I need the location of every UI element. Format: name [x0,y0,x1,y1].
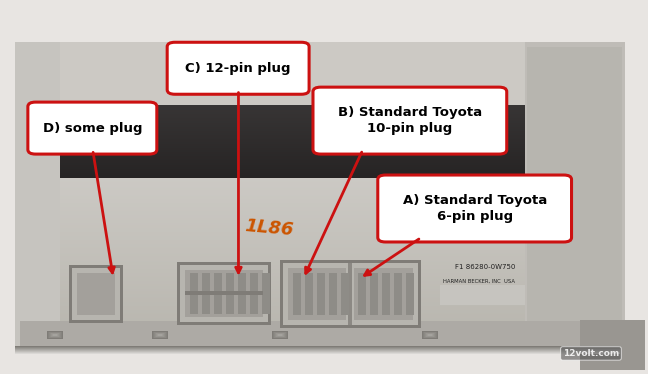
FancyBboxPatch shape [313,87,507,154]
FancyBboxPatch shape [28,102,157,154]
Text: C) 12-pin plug: C) 12-pin plug [185,62,291,75]
Text: D) some plug: D) some plug [43,122,142,135]
Text: 1L86: 1L86 [244,217,294,239]
Text: B) Standard Toyota
10-pin plug: B) Standard Toyota 10-pin plug [338,106,482,135]
FancyBboxPatch shape [378,175,572,242]
Text: A) Standard Toyota
6-pin plug: A) Standard Toyota 6-pin plug [402,194,547,223]
Text: F1 86280-0W750: F1 86280-0W750 [455,264,515,270]
Text: HARMAN BECKER, INC  USA: HARMAN BECKER, INC USA [443,279,515,284]
FancyBboxPatch shape [167,42,309,94]
Text: 12volt.com: 12volt.com [563,349,619,358]
